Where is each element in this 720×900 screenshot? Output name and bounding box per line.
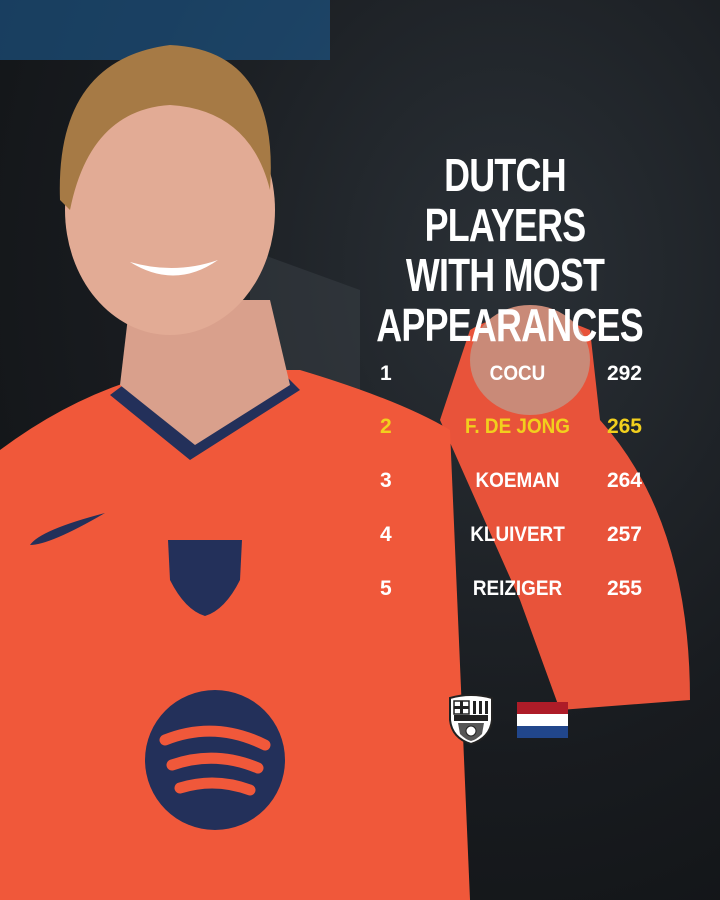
player-name: KLUIVERT	[470, 523, 565, 546]
smile	[130, 260, 218, 276]
rank: 5	[380, 577, 392, 600]
face	[65, 85, 275, 335]
netherlands-flag-icon	[517, 702, 568, 738]
raised-arm	[440, 315, 690, 710]
headline-line-3: APPEARANCES	[376, 299, 643, 351]
appearances: 264	[606, 469, 642, 492]
appearances: 255	[606, 577, 642, 600]
nike-swoosh-icon	[30, 513, 105, 545]
player-name: REIZIGER	[472, 577, 563, 600]
rank: 2	[380, 415, 392, 438]
fc-barcelona-crest-icon	[449, 694, 493, 746]
player-name: F. DE JONG	[464, 415, 571, 438]
jersey	[0, 370, 470, 900]
rank: 4	[380, 523, 392, 546]
jersey-crest-icon	[168, 540, 242, 616]
ranking-row: 1 COCU 292	[370, 362, 660, 392]
ranking-row: 4 KLUIVERT 257	[370, 523, 660, 553]
headline-line-2: WITH MOST	[405, 249, 605, 301]
appearances: 292	[606, 362, 642, 385]
fist	[470, 305, 590, 415]
appearances: 257	[606, 523, 642, 546]
rank: 3	[380, 469, 392, 492]
hair	[59, 45, 271, 210]
headline-line-1: DUTCH PLAYERS	[424, 149, 586, 251]
rank: 1	[380, 362, 392, 385]
player-name: COCU	[489, 362, 546, 385]
ranking-row-highlighted: 2 F. DE JONG 265	[370, 415, 660, 445]
headline: DUTCH PLAYERS WITH MOST APPEARANCES	[376, 149, 643, 351]
ranking-row: 3 KOEMAN 264	[370, 469, 660, 499]
ranking-row: 5 REIZIGER 255	[370, 577, 660, 607]
appearances: 265	[606, 415, 642, 438]
player-name: KOEMAN	[475, 469, 560, 492]
neck	[120, 300, 290, 445]
